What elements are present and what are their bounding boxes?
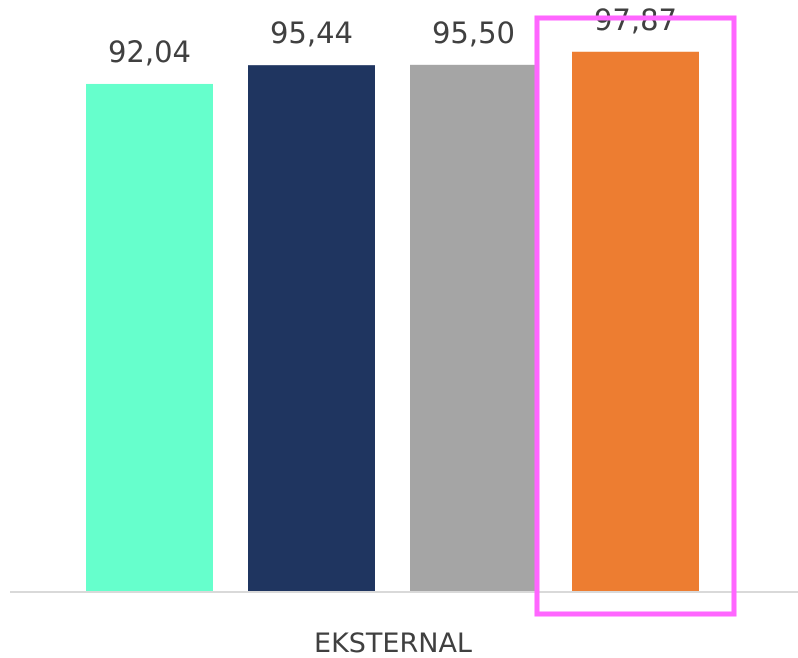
data-label-2: 95,44	[270, 16, 353, 50]
highlight-box	[534, 15, 737, 617]
bar-3	[410, 64, 537, 593]
category-label: EKSTERNAL	[314, 628, 472, 658]
bar-2	[248, 65, 375, 592]
data-label-1: 92,04	[108, 35, 191, 69]
bar-4	[572, 51, 699, 593]
bars-group	[86, 51, 699, 593]
data-label-3: 95,50	[432, 16, 515, 50]
bar-1	[86, 83, 213, 592]
